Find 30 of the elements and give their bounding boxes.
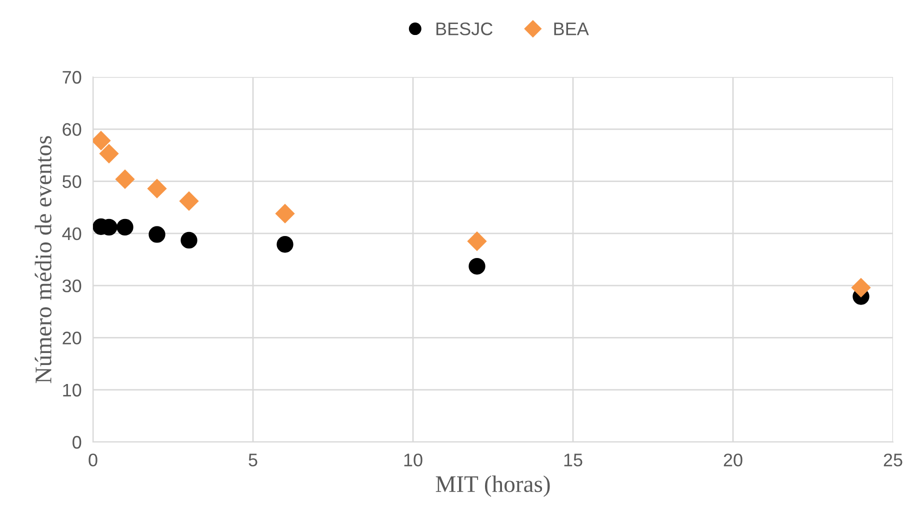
y-axis-title: Número médio de eventos xyxy=(34,136,52,384)
x-tick-label: 20 xyxy=(724,454,742,466)
point xyxy=(180,232,198,249)
point xyxy=(275,204,295,224)
point xyxy=(468,258,486,275)
legend-label: BESJC xyxy=(436,22,493,36)
point xyxy=(99,144,119,164)
point xyxy=(276,236,294,253)
x-axis-title: MIT (horas) xyxy=(436,476,550,497)
point xyxy=(851,278,871,298)
x-tick-label: 25 xyxy=(884,454,902,466)
x-tick-label: 15 xyxy=(564,454,582,466)
legend-label: BEA xyxy=(554,22,589,36)
x-tick-label: 0 xyxy=(88,454,98,466)
y-tick-label: 70 xyxy=(62,70,82,84)
y-tick-label: 10 xyxy=(63,384,82,397)
y-tick-label: 20 xyxy=(62,332,82,344)
point xyxy=(467,232,487,251)
y-tick-label: 40 xyxy=(62,227,82,240)
point xyxy=(179,192,199,211)
point xyxy=(116,218,134,236)
x-tick-label: 5 xyxy=(248,454,258,466)
y-tick-label: 30 xyxy=(62,280,82,292)
y-tick-label: 60 xyxy=(62,123,82,136)
point xyxy=(147,179,167,198)
y-tick-label: 50 xyxy=(62,175,82,188)
y-tick-label: 0 xyxy=(72,436,82,449)
point xyxy=(115,170,135,189)
point xyxy=(148,226,166,243)
x-tick-label: 10 xyxy=(404,454,422,466)
